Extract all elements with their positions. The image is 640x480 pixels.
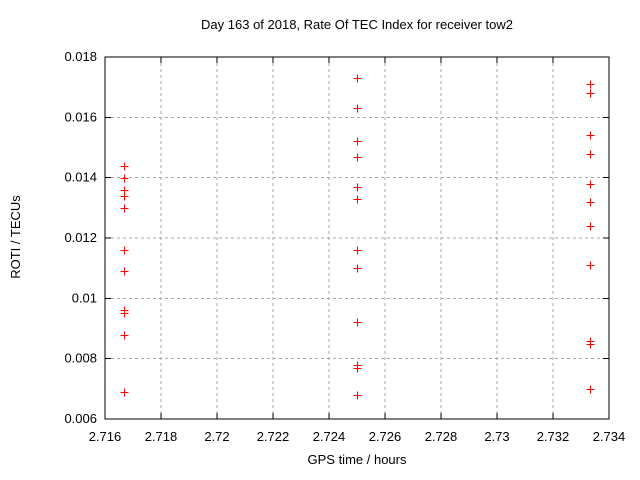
x-tick-label: 2.722 (257, 429, 290, 444)
data-point-marker (120, 246, 129, 255)
data-point-marker (353, 153, 362, 162)
data-point-marker (120, 267, 129, 276)
data-point-marker (120, 174, 129, 183)
data-point-marker (353, 104, 362, 113)
data-point-marker (586, 385, 595, 394)
y-tick-label: 0.01 (72, 290, 97, 305)
data-point-marker (353, 391, 362, 400)
y-tick-label: 0.016 (64, 109, 97, 124)
data-point-marker (586, 131, 595, 140)
grid-lines (105, 57, 609, 419)
x-tick-label: 2.72 (204, 429, 229, 444)
y-tick-label: 0.014 (64, 170, 97, 185)
data-point-marker (353, 246, 362, 255)
data-point-marker (120, 192, 129, 201)
x-tick-label: 2.718 (145, 429, 178, 444)
data-point-marker (586, 150, 595, 159)
x-tick-label: 2.726 (369, 429, 402, 444)
axes (104, 56, 610, 420)
data-point-marker (120, 331, 129, 340)
data-point-marker (353, 74, 362, 83)
data-point-marker (353, 318, 362, 327)
x-axis-label: GPS time / hours (307, 452, 407, 467)
y-tick-label: 0.018 (64, 49, 97, 64)
data-point-marker (586, 89, 595, 98)
x-tick-label: 2.732 (537, 429, 570, 444)
data-point-marker (120, 388, 129, 397)
x-tick-label: 2.73 (484, 429, 509, 444)
data-point-marker (353, 137, 362, 146)
data-point-marker (586, 261, 595, 270)
x-tick-label: 2.724 (313, 429, 346, 444)
data-point-marker (120, 162, 129, 171)
data-point-marker (586, 80, 595, 89)
y-tick-label: 0.012 (64, 230, 97, 245)
data-point-marker (353, 364, 362, 373)
data-point-marker (353, 183, 362, 192)
data-point-marker (353, 264, 362, 273)
y-tick-label: 0.008 (64, 351, 97, 366)
data-points (120, 74, 595, 400)
tick-labels: 2.716 2.718 2.72 2.722 2.724 2.726 2.728 2.73 2.… (64, 49, 625, 444)
data-point-marker (586, 340, 595, 349)
x-tick-label: 2.728 (425, 429, 458, 444)
data-point-marker (586, 180, 595, 189)
x-tick-label: 2.734 (593, 429, 626, 444)
data-point-marker (120, 309, 129, 318)
data-point-marker (586, 222, 595, 231)
data-point-marker (353, 195, 362, 204)
chart-title: Day 163 of 2018, Rate Of TEC Index for r… (201, 17, 513, 32)
data-point-marker (120, 204, 129, 213)
y-tick-label: 0.006 (64, 411, 97, 426)
x-tick-label: 2.716 (89, 429, 122, 444)
data-point-marker (586, 198, 595, 207)
